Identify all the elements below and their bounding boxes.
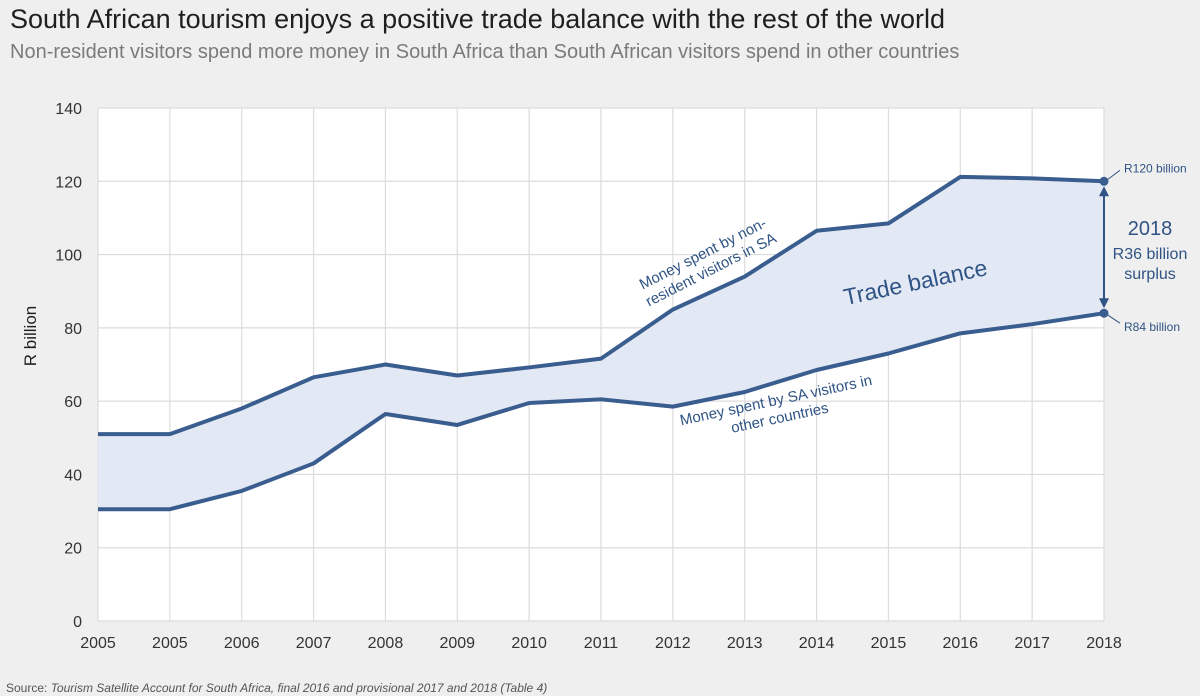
series-lines	[98, 174, 1105, 512]
x-tick-label: 2009	[439, 635, 475, 652]
y-tick-label: 60	[64, 394, 82, 411]
surplus-amount-label: surplus	[1124, 266, 1176, 283]
x-axis-ticks: 2005 2005 2006 2007 2008 2009 2010 2011 2012 2013…	[80, 635, 1122, 652]
series-line-non-resident-spend	[98, 174, 1105, 437]
trade-balance-band	[98, 176, 1104, 510]
surplus-arrow-head-top	[1099, 186, 1109, 197]
end-marker-upper	[1099, 176, 1109, 186]
end-label-upper: R120 billion	[1124, 161, 1187, 175]
y-tick-label: 80	[64, 321, 82, 338]
surplus-year-label: 2018	[1128, 218, 1173, 240]
x-tick-label: 2014	[799, 635, 835, 652]
source-text: Tourism Satellite Account for South Afri…	[50, 681, 548, 695]
y-tick-label: 100	[55, 248, 82, 265]
end-marker-lower	[1099, 308, 1109, 318]
x-tick-label: 2011	[584, 635, 619, 652]
y-tick-label: 40	[64, 467, 82, 484]
x-tick-label: 2008	[368, 635, 404, 652]
x-tick-label: 2018	[1086, 635, 1122, 652]
x-tick-label: 2017	[1014, 635, 1050, 652]
y-tick-label: 20	[64, 541, 82, 558]
y-tick-label: 0	[73, 614, 82, 631]
y-tick-label: 140	[55, 101, 82, 118]
x-tick-label: 2005	[80, 635, 116, 652]
x-tick-label: 2012	[655, 635, 691, 652]
y-axis-label: R billion	[21, 306, 40, 366]
y-tick-label: 120	[55, 174, 82, 191]
chart-title: South African tourism enjoys a positive …	[10, 4, 945, 34]
y-axis-ticks: 0 20 40 60 80 100 120 140	[55, 101, 82, 631]
x-tick-label: 2015	[871, 635, 907, 652]
surplus-arrow-head-bottom	[1099, 298, 1109, 309]
source-label: Source:	[6, 681, 48, 695]
x-tick-label: 2007	[296, 635, 332, 652]
end-label-lower: R84 billion	[1124, 320, 1180, 334]
x-tick-label: 2006	[224, 635, 260, 652]
x-tick-label: 2005	[152, 635, 188, 652]
surplus-amount-label: R36 billion	[1113, 246, 1188, 263]
chart-subtitle: Non-resident visitors spend more money i…	[10, 41, 960, 63]
leader-line-lower	[1107, 314, 1121, 324]
trade-balance-area	[98, 176, 1104, 510]
x-tick-label: 2016	[942, 635, 978, 652]
leader-line-upper	[1107, 169, 1121, 180]
source-note: Source: Tourism Satellite Account for So…	[6, 681, 547, 695]
x-tick-label: 2013	[727, 635, 763, 652]
x-tick-label: 2010	[511, 635, 547, 652]
series-line-sa-visitor-spend	[98, 311, 1105, 512]
